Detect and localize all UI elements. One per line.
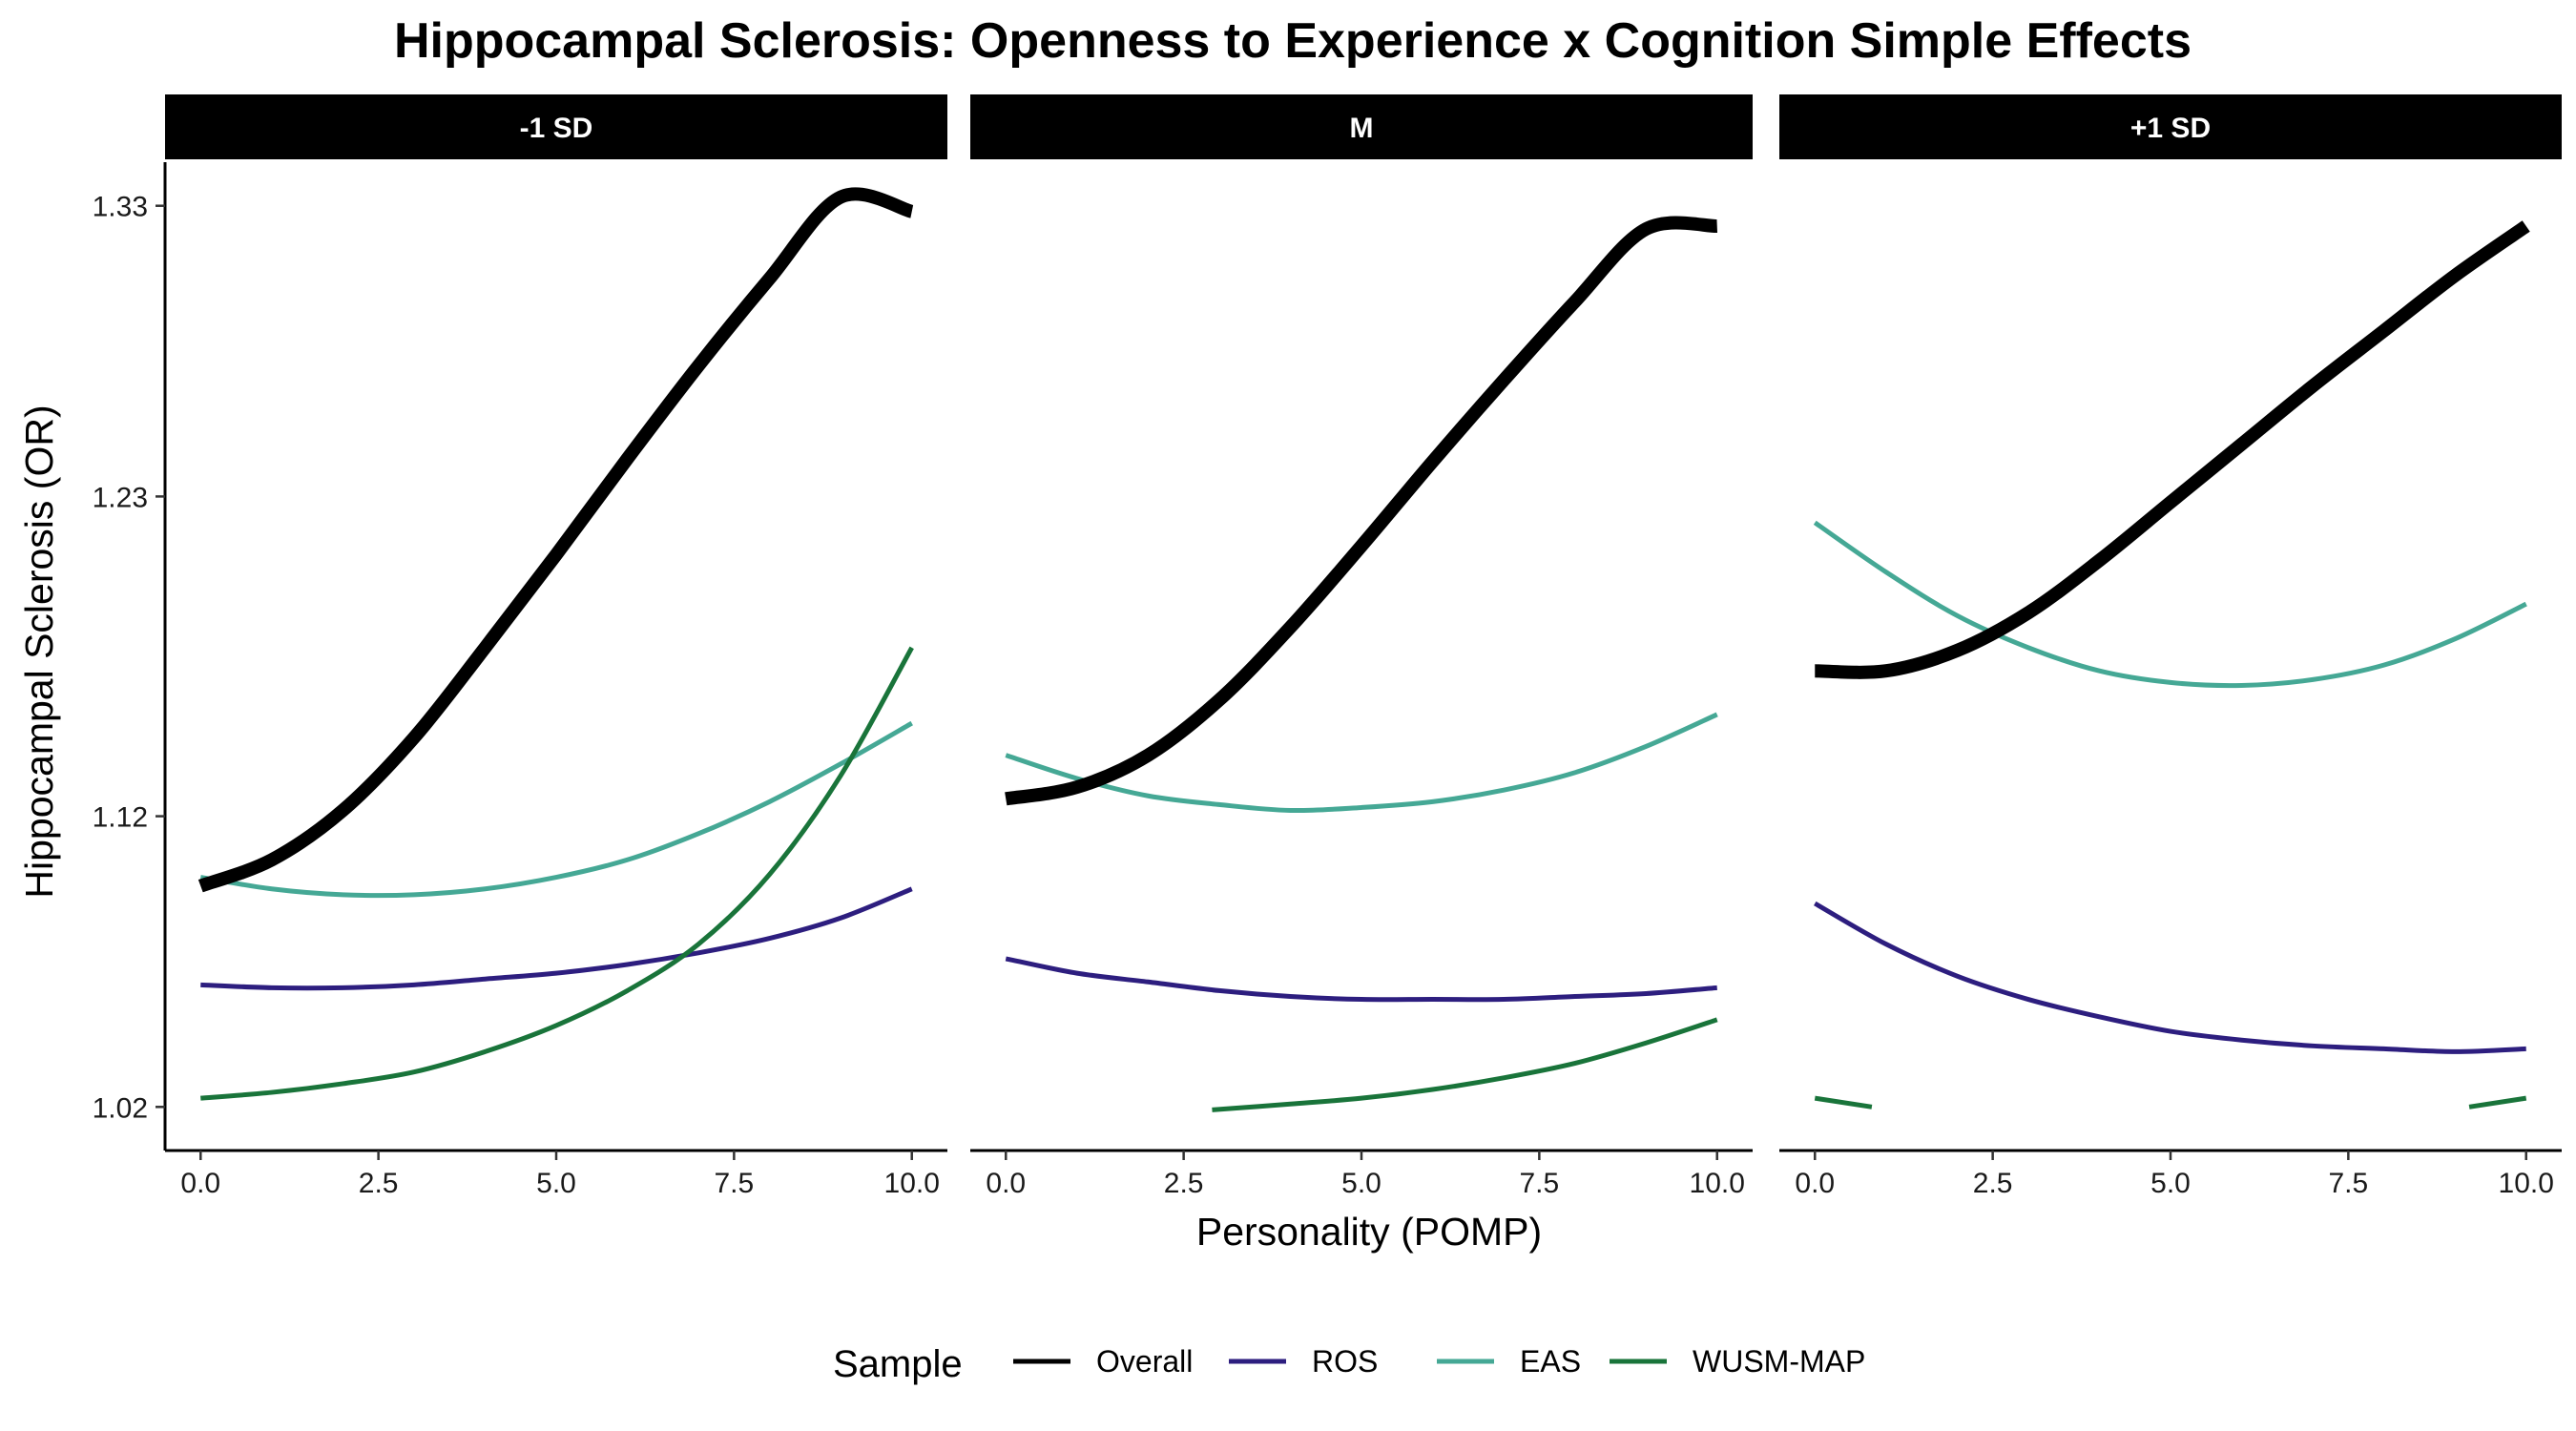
facet-strip (970, 94, 1753, 159)
facet-strip (165, 94, 947, 159)
x-tick-label: 7.5 (715, 1168, 755, 1199)
series-line-eas (1005, 712, 1718, 814)
x-tick-label: 5.0 (2150, 1168, 2191, 1199)
legend-label-wusm-map: WUSM-MAP (1693, 1344, 1865, 1379)
x-tick-label: 7.5 (1520, 1168, 1560, 1199)
x-tick-label: 2.5 (359, 1168, 399, 1199)
legend-item-eas: EAS (1437, 1344, 1581, 1379)
series-line-wusm-map (1212, 1017, 1718, 1112)
y-tick-label: 1.12 (93, 802, 148, 834)
series-line-overall (1005, 216, 1718, 806)
series-line-wusm-map (200, 646, 914, 1101)
x-tick-label: 0.0 (1795, 1168, 1835, 1199)
panel-mean: M 0.0 2.5 5.0 7.5 10.0 (970, 94, 1753, 1199)
x-axis-title: Personality (POMP) (1196, 1210, 1542, 1254)
x-tick-label: 10.0 (2499, 1168, 2554, 1199)
y-tick-label: 1.02 (93, 1092, 148, 1124)
chart-title: Hippocampal Sclerosis: Openness to Exper… (394, 13, 2192, 69)
legend-label-eas: EAS (1520, 1344, 1581, 1379)
x-tick-label: 2.5 (1164, 1168, 1204, 1199)
x-tick-label: 2.5 (1973, 1168, 2013, 1199)
facet-strip (1779, 94, 2562, 159)
legend-label-overall: Overall (1096, 1344, 1193, 1379)
series-line-eas (199, 720, 913, 899)
y-axis-title: Hippocampal Sclerosis (OR) (17, 404, 61, 898)
y-tick-label: 1.33 (93, 192, 148, 223)
series-line-overall (197, 187, 914, 893)
x-tick-label: 7.5 (2329, 1168, 2369, 1199)
y-tick-label: 1.23 (93, 482, 148, 513)
legend-item-ros: ROS (1229, 1344, 1378, 1379)
x-tick-label: 10.0 (884, 1168, 940, 1199)
facet-strip-label: M (1350, 113, 1374, 144)
series-line-wusm-map (2468, 1095, 2527, 1110)
series-line-wusm-map (1814, 1095, 1873, 1110)
x-tick-label: 5.0 (536, 1168, 576, 1199)
legend-item-overall: Overall (1013, 1344, 1193, 1379)
x-tick-label: 0.0 (986, 1168, 1026, 1199)
panel-minus-1-sd: -1 SD 1.02 1.12 1.23 1.33 0.0 2.5 5.0 7.5 10.0 (93, 94, 947, 1199)
facet-strip-label: +1 SD (2130, 113, 2211, 144)
x-tick-label: 10.0 (1690, 1168, 1745, 1199)
series-line-ros (1814, 901, 2526, 1054)
series-line-overall (1815, 220, 2530, 679)
x-tick-label: 0.0 (180, 1168, 220, 1199)
legend: Sample Overall ROS EAS WUSM-MAP (833, 1343, 1865, 1385)
x-tick-label: 5.0 (1341, 1168, 1381, 1199)
facet-strip-label: -1 SD (520, 113, 593, 144)
series-line-eas (1813, 520, 2527, 689)
panel-plus-1-sd: +1 SD 0.0 2.5 5.0 7.5 10.0 (1779, 94, 2562, 1199)
legend-title: Sample (833, 1343, 963, 1385)
facet-panels: -1 SD 1.02 1.12 1.23 1.33 0.0 2.5 5.0 7.5 10.0 M 0.… (93, 94, 2562, 1199)
legend-label-ros: ROS (1312, 1344, 1378, 1379)
legend-item-wusm-map: WUSM-MAP (1610, 1344, 1865, 1379)
series-line-ros (1005, 956, 1717, 1003)
series-line-ros (200, 886, 913, 991)
